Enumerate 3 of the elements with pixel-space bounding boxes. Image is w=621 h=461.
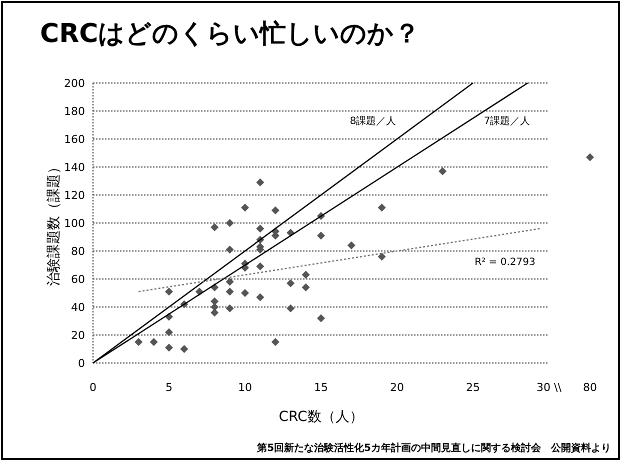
- xlabel: CRC数（人）: [278, 409, 364, 425]
- title: CRCはどのくらい忙しいのか？: [40, 19, 420, 49]
- ylabel: 治験課題数（課題）: [46, 160, 62, 286]
